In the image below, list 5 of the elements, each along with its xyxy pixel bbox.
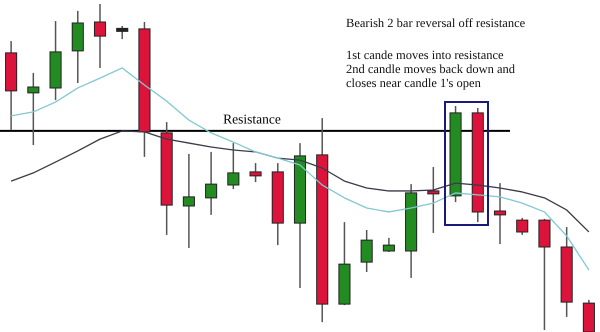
annotation: 1st cande moves into resistance bbox=[346, 48, 505, 62]
ref-line-label: Resistance bbox=[223, 112, 281, 127]
annotation: 2nd candle moves back down and bbox=[346, 62, 516, 76]
text: Bearish 2 bar reversal off resistance bbox=[346, 16, 526, 30]
annotation: closes near candle 1's open bbox=[346, 76, 482, 90]
